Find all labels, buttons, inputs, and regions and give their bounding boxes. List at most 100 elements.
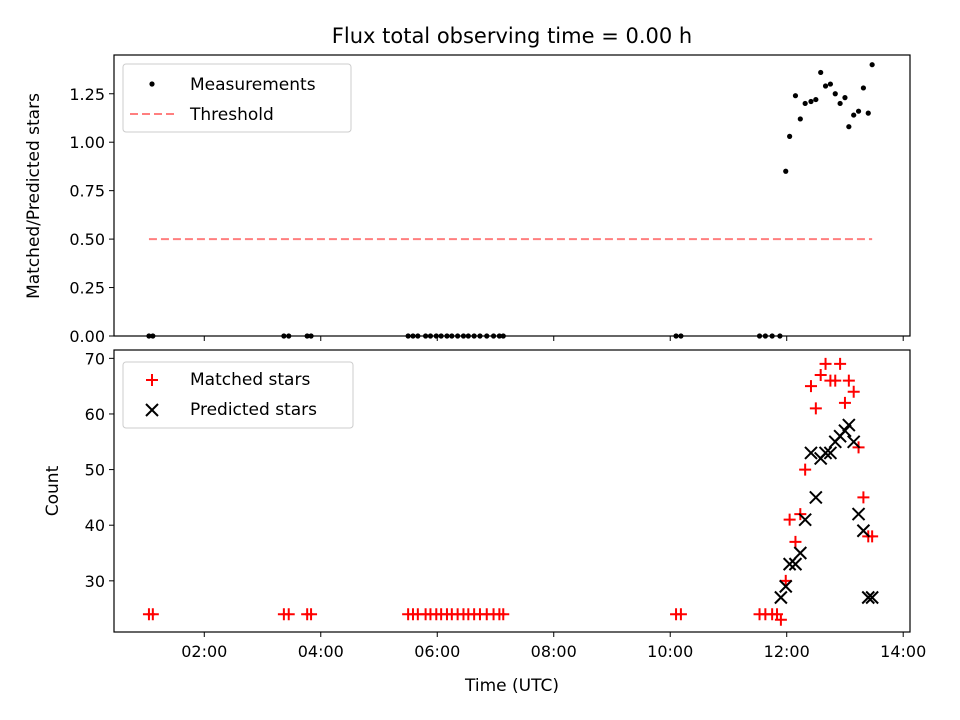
measurement-point <box>465 333 471 339</box>
bottom-plot-panel: 30 40 50 60 70 02:00 04:00 06:00 08:00 10:00 12:0… <box>43 349 926 696</box>
measurement-point <box>678 333 684 339</box>
predicted-star-point <box>779 579 793 594</box>
measurement-point <box>438 333 444 339</box>
matched-star-point <box>789 535 802 548</box>
measurement-point <box>484 333 490 339</box>
measurement-point <box>855 108 862 114</box>
measurement-point <box>281 333 287 339</box>
legend-matched-label: Matched stars <box>190 370 310 390</box>
measurement-point <box>449 333 455 339</box>
measurement-point <box>792 93 799 99</box>
predicted-star-point <box>782 557 797 571</box>
predicted-star-point <box>861 590 875 605</box>
measurement-point <box>433 333 439 339</box>
legend-threshold-label: Threshold <box>189 105 274 125</box>
measurement-point <box>860 85 867 91</box>
legend-matched-marker <box>146 374 158 386</box>
measurement-point <box>150 333 156 339</box>
chart-title: Flux total observing time = 0.00 h <box>332 24 692 48</box>
measurement-point <box>415 333 421 339</box>
x-tick-label: 10:00 <box>647 642 693 661</box>
matched-star-point <box>819 357 832 370</box>
matched-star-point <box>799 463 812 476</box>
bottom-legend: Matched stars Predicted stars <box>122 361 354 429</box>
predicted-star-point <box>865 590 879 605</box>
matched-star-point <box>497 608 510 621</box>
measurement-point <box>444 333 450 339</box>
measurement-point <box>865 110 871 116</box>
measurement-point <box>405 333 411 339</box>
measurement-point <box>423 333 429 339</box>
measurement-point <box>286 333 292 339</box>
measurement-point <box>427 333 434 339</box>
predicted-star-point <box>798 512 812 527</box>
matched-star-point <box>809 402 822 415</box>
x-tick-label: 12:00 <box>764 642 810 661</box>
matched-star-point <box>829 374 842 387</box>
x-tick-label: 14:00 <box>880 642 926 661</box>
matched-star-point <box>857 491 870 504</box>
matched-star-point <box>674 608 687 621</box>
measurement-point <box>460 333 467 339</box>
y-tick-label: 60 <box>85 405 105 424</box>
legend-measurements-label: Measurements <box>190 75 316 95</box>
x-tick-label: 04:00 <box>298 642 344 661</box>
measurement-point <box>146 333 152 339</box>
predicted-star-point <box>846 435 861 449</box>
predicted-star-point <box>838 423 852 438</box>
measurement-point <box>490 333 497 339</box>
top-y-axis-label: Matched/Predicted stars <box>24 93 44 299</box>
measurement-point <box>410 333 416 339</box>
matched-star-point <box>838 396 851 409</box>
matched-star-point <box>847 385 860 398</box>
y-tick-label: 1.00 <box>69 133 105 152</box>
predicted-star-point <box>842 418 856 432</box>
measurement-point <box>500 333 506 339</box>
x-tick-label: 02:00 <box>181 642 227 661</box>
measurement-point <box>783 168 789 174</box>
y-tick-label: 70 <box>85 349 105 368</box>
matched-star-point <box>779 574 792 587</box>
x-tick-label: 08:00 <box>531 642 577 661</box>
measurement-point <box>455 333 461 339</box>
measurement-point <box>756 333 763 339</box>
measurement-point <box>797 116 803 122</box>
y-tick-label: 1.25 <box>69 85 105 104</box>
measurement-point <box>308 333 314 339</box>
matched-star-point <box>834 357 847 370</box>
measurement-point <box>832 91 838 97</box>
predicted-star-point <box>804 446 818 460</box>
measurement-point <box>869 62 875 68</box>
measurement-point <box>808 98 814 105</box>
top-legend-box <box>122 63 352 133</box>
y-tick-label: 30 <box>85 572 105 591</box>
measurement-point <box>822 83 829 89</box>
bottom-y-axis-label: Count <box>43 465 63 516</box>
matched-star-point <box>842 374 855 387</box>
bottom-legend-box <box>122 361 354 429</box>
legend-predicted-label: Predicted stars <box>190 400 317 420</box>
top-legend: Measurements Threshold <box>122 63 352 133</box>
y-tick-label: 40 <box>85 516 105 535</box>
predicted-star-point <box>856 524 871 538</box>
measurement-point <box>802 100 808 107</box>
measurement-point <box>842 95 848 101</box>
matched-star-point <box>774 613 787 626</box>
y-tick-label: 0.50 <box>69 230 105 249</box>
measurement-point <box>496 333 502 339</box>
measurement-point <box>673 333 679 339</box>
measurement-point <box>762 333 768 339</box>
x-tick-label: 06:00 <box>414 642 460 661</box>
predicted-star-point <box>793 546 808 560</box>
matched-star-point <box>146 608 159 621</box>
x-axis-label: Time (UTC) <box>464 676 559 696</box>
predicted-star-point <box>774 590 788 605</box>
measurement-point <box>769 333 775 339</box>
measurement-point <box>304 333 310 339</box>
legend-predicted-marker <box>145 403 159 417</box>
predicted-star-point <box>818 446 833 460</box>
measurement-point <box>813 96 819 103</box>
measurement-point <box>477 333 483 339</box>
legend-measurements-marker <box>149 81 155 87</box>
